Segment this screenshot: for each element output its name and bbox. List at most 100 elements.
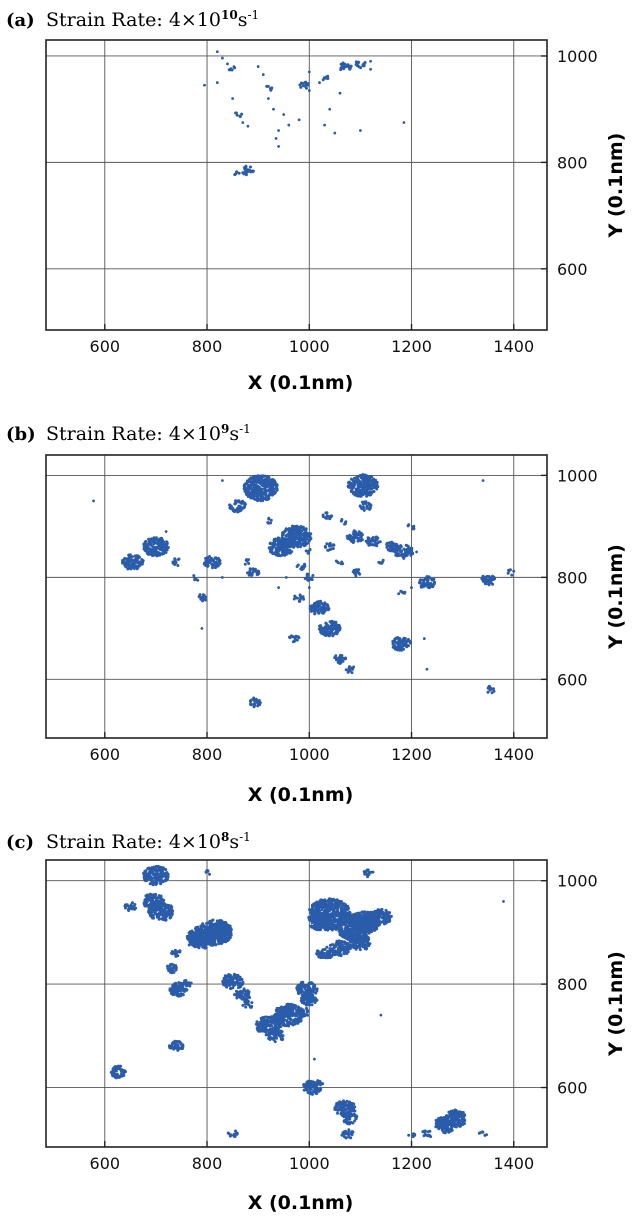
data-point bbox=[191, 941, 195, 945]
data-point bbox=[347, 480, 351, 484]
data-point bbox=[229, 507, 233, 511]
data-point bbox=[214, 926, 218, 930]
data-point bbox=[300, 996, 304, 1000]
data-point bbox=[247, 562, 251, 565]
data-point bbox=[133, 561, 137, 565]
data-point bbox=[233, 1134, 237, 1138]
data-point bbox=[308, 535, 312, 539]
data-point bbox=[323, 123, 326, 127]
data-point bbox=[351, 485, 355, 489]
data-point bbox=[333, 131, 337, 135]
atom-cluster bbox=[295, 980, 319, 999]
data-point bbox=[157, 544, 161, 548]
data-point bbox=[164, 918, 168, 922]
data-point bbox=[272, 1015, 276, 1019]
data-point bbox=[213, 937, 216, 941]
data-point bbox=[291, 533, 295, 537]
data-point bbox=[286, 533, 289, 537]
data-point bbox=[147, 877, 151, 880]
data-point bbox=[181, 993, 185, 997]
data-point bbox=[308, 70, 311, 74]
x-tick-label: 1400 bbox=[493, 1154, 534, 1173]
data-point bbox=[166, 913, 170, 917]
data-point bbox=[357, 568, 361, 572]
data-point bbox=[308, 1091, 312, 1095]
data-point bbox=[306, 1084, 310, 1088]
data-point bbox=[261, 1018, 265, 1022]
data-point bbox=[317, 611, 321, 615]
atom-cluster bbox=[203, 83, 206, 87]
data-point bbox=[310, 1003, 314, 1007]
data-point bbox=[302, 1088, 306, 1092]
data-point bbox=[267, 1032, 271, 1036]
data-point bbox=[334, 658, 338, 662]
data-point bbox=[293, 1005, 297, 1009]
data-point bbox=[338, 662, 342, 665]
data-point bbox=[255, 572, 259, 576]
atom-cluster bbox=[295, 562, 307, 572]
data-point bbox=[487, 578, 491, 582]
data-point bbox=[306, 984, 310, 988]
data-point bbox=[284, 1014, 288, 1018]
data-point bbox=[285, 542, 289, 546]
x-tick-label: 1000 bbox=[289, 745, 330, 764]
atom-cluster bbox=[242, 474, 279, 503]
data-point bbox=[328, 517, 332, 521]
data-point bbox=[282, 113, 286, 116]
data-point bbox=[216, 81, 219, 84]
data-point bbox=[375, 544, 379, 548]
data-point bbox=[278, 1032, 281, 1036]
data-point bbox=[310, 578, 314, 581]
data-point bbox=[367, 501, 371, 505]
data-point bbox=[230, 980, 234, 984]
data-point bbox=[278, 543, 282, 547]
data-point bbox=[245, 492, 249, 496]
title-prefix: Strain Rate: bbox=[46, 423, 169, 445]
data-point bbox=[425, 667, 429, 671]
data-point bbox=[403, 590, 407, 594]
data-point bbox=[354, 491, 358, 495]
data-point bbox=[296, 563, 300, 567]
data-point bbox=[213, 562, 217, 566]
data-point bbox=[275, 1020, 279, 1024]
data-point bbox=[367, 543, 371, 547]
data-point bbox=[304, 1003, 308, 1007]
data-point bbox=[392, 646, 396, 650]
data-point bbox=[324, 75, 328, 79]
atom-cluster bbox=[267, 1028, 285, 1044]
data-point bbox=[158, 553, 161, 557]
y-tick-label: 1000 bbox=[557, 466, 598, 485]
data-point bbox=[288, 1013, 292, 1017]
data-point bbox=[190, 929, 194, 933]
data-point bbox=[159, 548, 162, 551]
data-point bbox=[204, 595, 208, 599]
data-point bbox=[297, 1019, 301, 1023]
data-point bbox=[274, 1028, 278, 1032]
data-point bbox=[284, 552, 288, 556]
data-point bbox=[328, 107, 332, 111]
data-point bbox=[244, 558, 248, 562]
data-point bbox=[274, 137, 278, 140]
atom-cluster bbox=[249, 696, 262, 709]
data-point bbox=[265, 1022, 269, 1026]
data-point bbox=[149, 875, 153, 879]
data-point bbox=[318, 81, 321, 84]
atom-cluster bbox=[354, 60, 367, 70]
data-point bbox=[306, 1013, 310, 1017]
data-point bbox=[326, 548, 330, 552]
data-point bbox=[274, 490, 277, 494]
data-point bbox=[170, 990, 174, 994]
data-point bbox=[173, 1042, 177, 1046]
data-point bbox=[144, 898, 147, 901]
data-point bbox=[257, 486, 261, 490]
data-point bbox=[147, 910, 151, 914]
data-point bbox=[491, 582, 495, 586]
data-point bbox=[401, 555, 405, 559]
data-point bbox=[298, 988, 302, 992]
atom-cluster bbox=[233, 987, 252, 1002]
data-point bbox=[270, 546, 274, 550]
data-point bbox=[142, 547, 146, 551]
y-tick-label: 1000 bbox=[557, 47, 598, 66]
data-point bbox=[257, 474, 261, 478]
data-point bbox=[377, 540, 381, 544]
